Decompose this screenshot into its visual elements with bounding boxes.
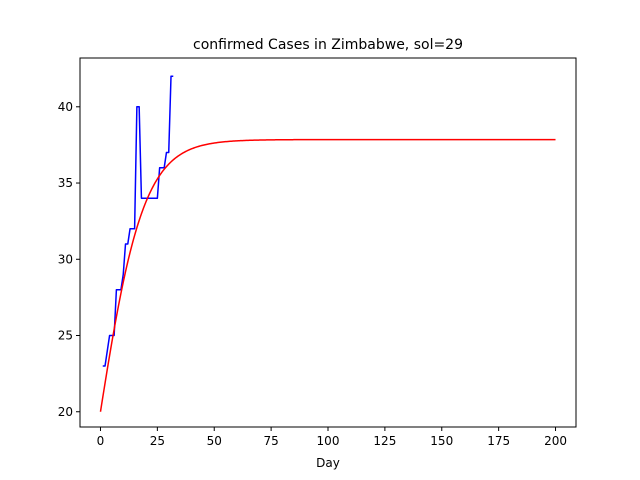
series-line-2 bbox=[99, 138, 556, 412]
y-tick-label: 20 bbox=[58, 405, 73, 419]
x-tick-label: 175 bbox=[487, 434, 510, 448]
x-tick-label: 125 bbox=[373, 434, 396, 448]
x-axis: 0 25 50 75 100 125 150 175 200 bbox=[97, 427, 567, 448]
x-tick-label: 200 bbox=[544, 434, 567, 448]
chart-title: confirmed Cases in Zimbabwe, sol=29 bbox=[193, 37, 463, 53]
x-tick-label: 0 bbox=[97, 434, 105, 448]
y-tick-label: 30 bbox=[58, 252, 73, 266]
axes-frame bbox=[79, 57, 577, 428]
y-axis: 20 25 30 35 40 bbox=[58, 100, 80, 419]
plot-area bbox=[99, 75, 556, 412]
x-axis-label: Day bbox=[316, 456, 340, 470]
x-tick-label: 25 bbox=[150, 434, 165, 448]
y-tick-label: 35 bbox=[58, 176, 73, 190]
series-line-1 bbox=[102, 75, 174, 367]
x-tick-label: 75 bbox=[263, 434, 278, 448]
y-tick-label: 40 bbox=[58, 100, 73, 114]
y-tick-label: 25 bbox=[58, 329, 73, 343]
x-tick-label: 100 bbox=[317, 434, 340, 448]
x-tick-label: 50 bbox=[207, 434, 222, 448]
x-tick-label: 150 bbox=[430, 434, 453, 448]
